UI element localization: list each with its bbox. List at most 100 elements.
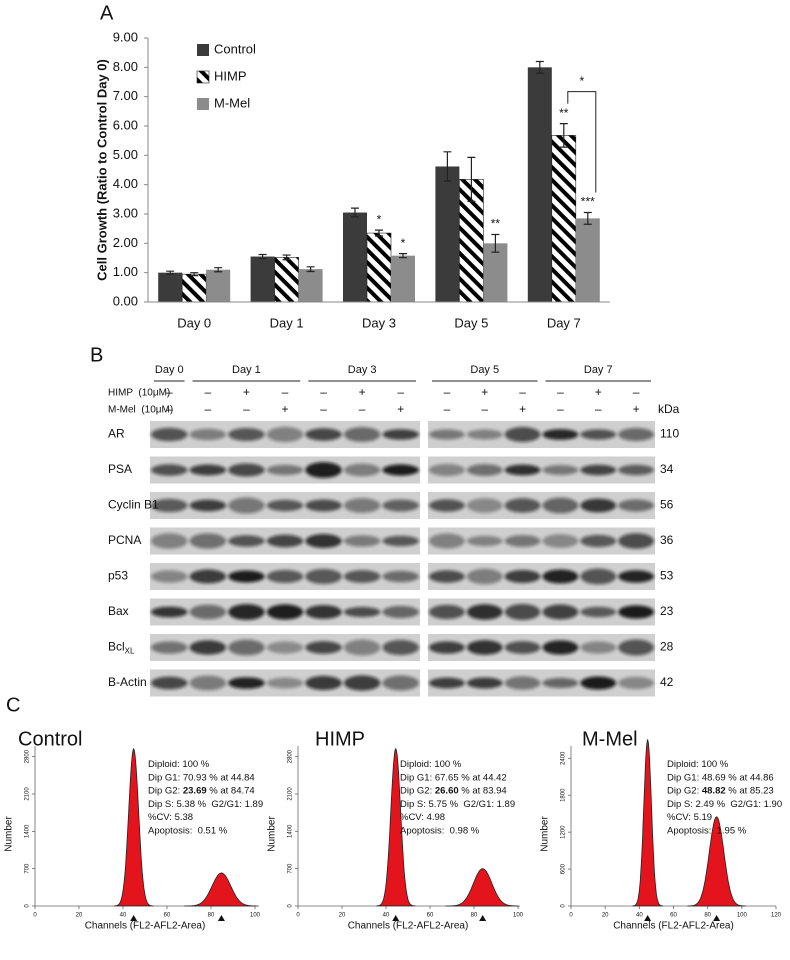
treatment-sign: – <box>595 402 602 416</box>
x-tick-label: 80 <box>208 913 215 919</box>
y-tick-label: 4.00 <box>113 176 138 191</box>
legend-label: Control <box>214 41 256 56</box>
stats-line: Dip G1: 48.69 % at 44.86 <box>667 772 774 783</box>
blot-band <box>429 499 465 512</box>
blot-band <box>466 535 503 547</box>
blot-name: Bcl <box>108 640 125 654</box>
blot-band <box>305 428 342 441</box>
treatment-sign: – <box>243 402 250 416</box>
y-tick-label: 2400 <box>561 751 567 765</box>
bar <box>181 273 207 303</box>
treatment-sign: + <box>519 402 526 416</box>
y-tick-label: 1.00 <box>113 264 138 279</box>
day-label: Day 0 <box>155 364 184 376</box>
stats-line: Dip G2: 48.82 % at 85.23 <box>667 785 774 796</box>
y-tick-label: 0 <box>288 904 294 908</box>
x-tick-label: 20 <box>76 913 83 919</box>
stats-text: %CV: 5.38 <box>148 812 193 823</box>
bar <box>527 67 552 302</box>
blot-band <box>618 499 654 512</box>
y-tick-label: 2100 <box>288 787 294 801</box>
kda-value: 36 <box>660 533 674 547</box>
stats-text: 48.82 <box>702 785 726 796</box>
blot-band <box>228 463 265 477</box>
x-tick-label: 120 <box>771 913 782 919</box>
plot-title: HIMP <box>315 728 365 750</box>
blot-band <box>542 534 579 548</box>
significance-label: ** <box>491 217 501 231</box>
day-label: Day 7 <box>584 364 613 376</box>
y-tick-label: 3.00 <box>113 205 138 220</box>
y-tick-label: 8.00 <box>113 59 138 74</box>
stats-line: %CV: 4.98 <box>400 812 445 823</box>
y-axis-label: Number <box>540 816 551 852</box>
treatment-sign: + <box>481 385 488 399</box>
stats-line: Apoptosis: 0.51 % <box>148 825 228 836</box>
stats-line: Dip G1: 67.65 % at 44.42 <box>400 772 507 783</box>
blot-band <box>151 606 188 618</box>
peak-marker <box>479 915 487 921</box>
blot-band <box>189 428 227 441</box>
blot-band <box>618 428 654 441</box>
treatment-label: M-Mel (10μM) <box>108 405 173 416</box>
x-tick-label: 0 <box>569 913 573 919</box>
blot-band <box>580 464 617 476</box>
panel-label: C <box>6 694 20 716</box>
treatment-sign: – <box>359 402 366 416</box>
treatment-sign: – <box>444 385 451 399</box>
significance-label: ** <box>559 106 569 120</box>
blot-band <box>382 639 420 656</box>
stats-line: Dip S: 5.75 % G2/G1: 1.89 <box>400 798 515 809</box>
stats-text: %CV: 4.98 <box>400 812 445 823</box>
treatment-sign: – <box>205 402 212 416</box>
kda-value: 42 <box>660 675 674 689</box>
error-bar <box>166 270 175 275</box>
blot-band <box>266 641 304 654</box>
stats-text: 26.60 <box>435 785 459 796</box>
legend-swatch <box>197 98 209 110</box>
bar <box>435 166 460 302</box>
stats-line: %CV: 5.38 <box>148 812 193 823</box>
x-tick-label: 0 <box>296 913 300 919</box>
error-bar <box>375 229 383 237</box>
blot-band <box>151 570 188 583</box>
blot-label: AR <box>108 427 125 441</box>
y-tick-label: 1400 <box>288 824 294 838</box>
bar <box>158 272 183 302</box>
blot-subscript: XL <box>125 647 135 656</box>
y-axis-label: Cell Growth (Ratio to Control Day 0) <box>94 59 109 281</box>
y-tick-label: 0.00 <box>113 293 138 308</box>
blot-band <box>542 604 579 620</box>
blot-band <box>504 641 541 654</box>
stats-line: Apoptosis: 0.98 % <box>400 825 480 836</box>
y-axis-label: Number <box>267 816 278 852</box>
blot-band <box>266 426 304 443</box>
treatment-sign: – <box>444 402 451 416</box>
y-tick-label: 2800 <box>288 749 294 763</box>
y-tick-label: 6.00 <box>113 117 138 132</box>
blot-band <box>343 639 381 656</box>
blot-band <box>151 641 188 654</box>
stats-line: %CV: 5.19 <box>667 812 712 823</box>
blot-band <box>542 569 579 584</box>
stats-text: Dip G2: <box>400 785 435 796</box>
x-axis-label: Channels (FL2-AFL2-Area) <box>348 921 469 932</box>
error-bar <box>443 151 452 182</box>
day-label: Day 3 <box>348 364 377 376</box>
peak-marker <box>644 915 652 921</box>
blot-band <box>228 677 265 689</box>
treatment-sign: + <box>359 385 366 399</box>
treatment-sign: – <box>481 402 488 416</box>
blot-band <box>429 570 465 583</box>
y-tick-label: 700 <box>288 863 294 874</box>
blot-band <box>382 429 420 440</box>
stats-text: %CV: 5.19 <box>667 812 712 823</box>
blot-band <box>618 533 654 549</box>
blot-band <box>228 427 265 442</box>
blot-band <box>580 676 617 690</box>
legend-label: M-Mel <box>214 95 250 110</box>
treatment-sign: + <box>281 402 288 416</box>
bar <box>250 256 275 302</box>
stats-text: Dip G2: <box>148 785 183 796</box>
legend-swatch <box>196 70 210 84</box>
